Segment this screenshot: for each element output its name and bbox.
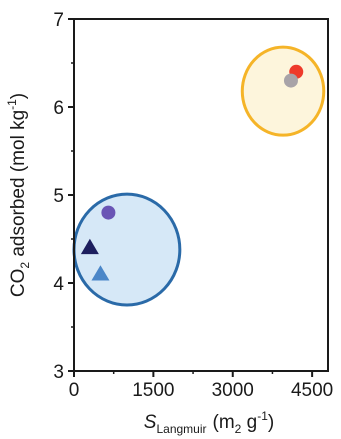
y-axis-label-end: ) <box>8 93 29 99</box>
x-axis-label-units-sub: 2 <box>235 422 242 436</box>
group-ellipse-2 <box>240 45 326 137</box>
y-tick-label-2: 5 <box>53 186 64 207</box>
y-axis-label-pre: CO <box>8 269 29 298</box>
x-tick-label-0: 0 <box>69 380 80 401</box>
data-point-2 <box>80 238 99 255</box>
x-axis-ticks: 0 1500 3000 4500 <box>69 371 333 401</box>
x-tick-label-2: 3000 <box>212 380 254 401</box>
y-tick-label-0: 3 <box>53 362 64 383</box>
group-ellipses <box>72 45 326 307</box>
y-axis-label-sub: 2 <box>18 262 32 269</box>
data-point-3 <box>91 265 110 281</box>
y-tick-label-1: 4 <box>53 274 64 295</box>
x-axis-label-units-end: ) <box>268 412 274 433</box>
data-points <box>80 64 304 281</box>
x-axis-label: SLangmuir (m2 g-1) <box>144 409 274 436</box>
x-axis-label-sub: Langmuir <box>156 422 206 436</box>
data-point-1 <box>101 205 116 220</box>
x-axis-label-units-sup: -1 <box>257 409 268 423</box>
x-tick-label-1: 1500 <box>132 380 174 401</box>
x-tick-label-3: 4500 <box>291 380 333 401</box>
y-axis-label-main: adsorbed (mol kg <box>8 110 29 262</box>
x-axis-label-main: S <box>144 412 157 433</box>
y-tick-label-3: 6 <box>53 98 64 119</box>
y-axis-ticks: 3 4 5 6 7 <box>53 10 74 383</box>
x-axis-label-units-mid: g <box>241 412 257 433</box>
data-point-5 <box>283 73 298 88</box>
x-axis-label-units: (m <box>213 412 235 433</box>
y-axis-label: CO2 adsorbed (mol kg-1) <box>5 93 32 297</box>
y-tick-label-4: 7 <box>53 10 64 31</box>
y-axis-label-sup: -1 <box>5 99 19 110</box>
